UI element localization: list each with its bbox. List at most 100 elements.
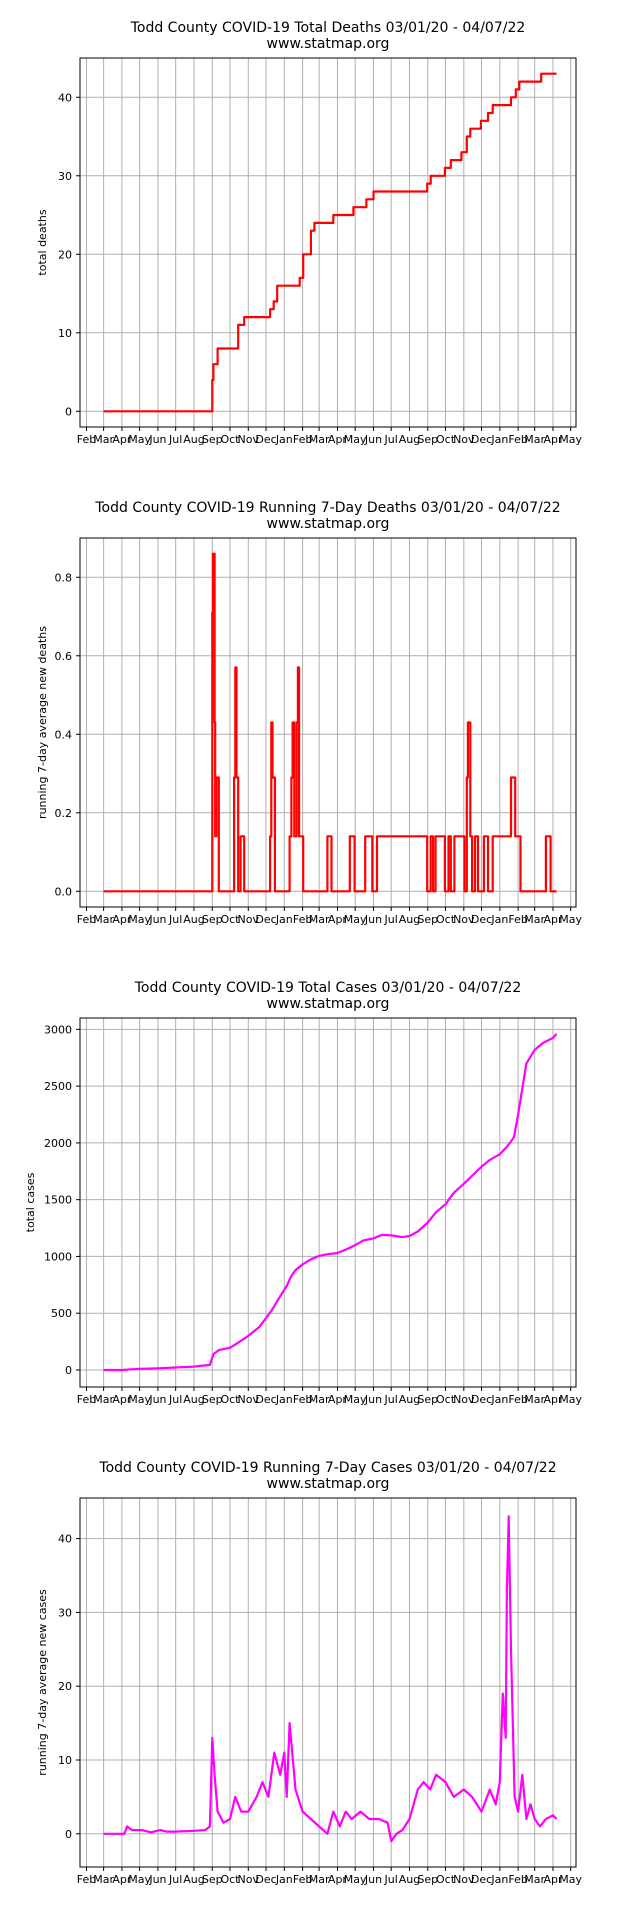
x-tick-label: Dec [471, 1393, 492, 1406]
x-tick-label: May [559, 913, 582, 926]
y-tick-label: 0.2 [55, 807, 73, 820]
x-tick-label: Mar [524, 433, 545, 446]
x-tick-label: Jun [364, 1873, 382, 1886]
data-series-line [103, 1515, 558, 1843]
x-tick-label: Mar [524, 913, 545, 926]
x-tick-label: May [344, 433, 367, 446]
x-tick-label: Jun [148, 1393, 166, 1406]
y-axis-label: running 7-day average new cases [36, 1589, 49, 1776]
y-tick-label: 0.0 [55, 885, 73, 898]
chart-total-cases: Todd County COVID-19 Total Cases 03/01/2… [24, 980, 583, 1406]
x-tick-label: Oct [436, 433, 456, 446]
x-tick-label: Jul [168, 1873, 182, 1886]
x-tick-label: Nov [238, 913, 260, 926]
x-tick-label: Sep [417, 1393, 438, 1406]
x-tick-label: Aug [399, 433, 420, 446]
x-tick-label: Apr [112, 913, 132, 926]
x-tick-label: Nov [238, 1873, 260, 1886]
x-tick-label: Apr [112, 1393, 132, 1406]
x-tick-label: Oct [436, 913, 456, 926]
x-tick-label: Mar [524, 1393, 545, 1406]
chart-title: Todd County COVID-19 Total Deaths 03/01/… [130, 20, 526, 36]
chart-title: Todd County COVID-19 Total Cases 03/01/2… [134, 980, 521, 996]
x-tick-label: Dec [471, 433, 492, 446]
y-tick-label: 2000 [44, 1137, 72, 1150]
y-axis-label: running 7-day average new deaths [36, 626, 49, 819]
x-tick-label: Feb [508, 1393, 527, 1406]
x-tick-label: Aug [183, 1873, 204, 1886]
x-tick-label: Feb [77, 1393, 96, 1406]
data-series-line [103, 1033, 558, 1372]
x-tick-label: May [344, 1873, 367, 1886]
x-tick-label: Feb [508, 913, 527, 926]
x-tick-label: Dec [471, 913, 492, 926]
x-tick-label: Feb [508, 1873, 527, 1886]
x-tick-label: Nov [238, 1393, 260, 1406]
x-tick-label: Mar [93, 1873, 114, 1886]
x-tick-label: Jul [168, 1393, 182, 1406]
plot-frame [79, 1017, 577, 1388]
x-tick-label: Nov [453, 433, 475, 446]
x-tick-label: Mar [93, 1393, 114, 1406]
y-axis: 0 500 1000 1500 2000 2500 3000 [44, 1023, 80, 1377]
chart-title: Todd County COVID-19 Running 7-Day Cases… [98, 1460, 556, 1476]
x-tick-label: Jan [490, 913, 508, 926]
y-tick-label: 2500 [44, 1080, 72, 1093]
y-tick-label: 0 [65, 405, 72, 418]
x-tick-label: Jul [168, 913, 182, 926]
y-tick-label: 20 [58, 248, 72, 261]
x-tick-label: Dec [255, 1873, 276, 1886]
y-tick-label: 30 [58, 170, 72, 183]
x-tick-label: Jul [384, 1393, 398, 1406]
x-tick-label: Dec [255, 433, 276, 446]
x-tick-label: Dec [255, 1393, 276, 1406]
data-series-line [103, 552, 557, 893]
x-tick-label: Apr [328, 913, 348, 926]
x-tick-label: Jun [364, 913, 382, 926]
x-tick-label: Apr [328, 433, 348, 446]
x-tick-label: Jan [275, 1873, 293, 1886]
chart-subtitle: www.statmap.org [267, 1476, 390, 1492]
x-tick-label: Feb [77, 1873, 96, 1886]
y-tick-label: 1500 [44, 1194, 72, 1207]
y-tick-label: 0.4 [55, 728, 73, 741]
x-tick-label: Oct [220, 913, 240, 926]
x-tick-label: Nov [453, 1393, 475, 1406]
plot-frame [79, 537, 577, 908]
x-tick-label: Mar [93, 433, 114, 446]
x-tick-label: Sep [202, 913, 223, 926]
y-tick-label: 10 [58, 1754, 72, 1767]
x-tick-label: Mar [524, 1873, 545, 1886]
y-tick-label: 0.6 [55, 650, 73, 663]
x-tick-label: Aug [399, 1873, 420, 1886]
x-tick-label: Jun [364, 1393, 382, 1406]
x-tick-label: Mar [309, 1393, 330, 1406]
x-tick-label: Apr [543, 1393, 563, 1406]
y-tick-label: 10 [58, 327, 72, 340]
chart-title: Todd County COVID-19 Running 7-Day Death… [94, 500, 560, 516]
x-tick-label: Jan [275, 433, 293, 446]
x-tick-label: Oct [220, 1873, 240, 1886]
x-tick-label: Apr [112, 433, 132, 446]
x-tick-label: Nov [238, 433, 260, 446]
x-tick-label: Jan [490, 1873, 508, 1886]
x-tick-label: Jul [384, 1873, 398, 1886]
y-axis-label: total cases [24, 1172, 37, 1232]
x-tick-label: Jan [490, 433, 508, 446]
x-tick-label: Oct [436, 1393, 456, 1406]
y-axis: 0.0 0.2 0.4 0.6 0.8 [55, 571, 80, 898]
x-tick-label: Oct [436, 1873, 456, 1886]
x-tick-label: May [128, 1393, 151, 1406]
x-tick-label: Aug [183, 913, 204, 926]
y-tick-label: 20 [58, 1680, 72, 1693]
x-tick-label: Mar [309, 913, 330, 926]
plot-frame [79, 1497, 577, 1868]
x-tick-label: May [128, 433, 151, 446]
x-tick-label: Aug [399, 913, 420, 926]
x-tick-label: Jan [275, 913, 293, 926]
x-tick-label: Mar [93, 913, 114, 926]
x-tick-label: Feb [293, 433, 312, 446]
x-tick-label: Apr [543, 1873, 563, 1886]
